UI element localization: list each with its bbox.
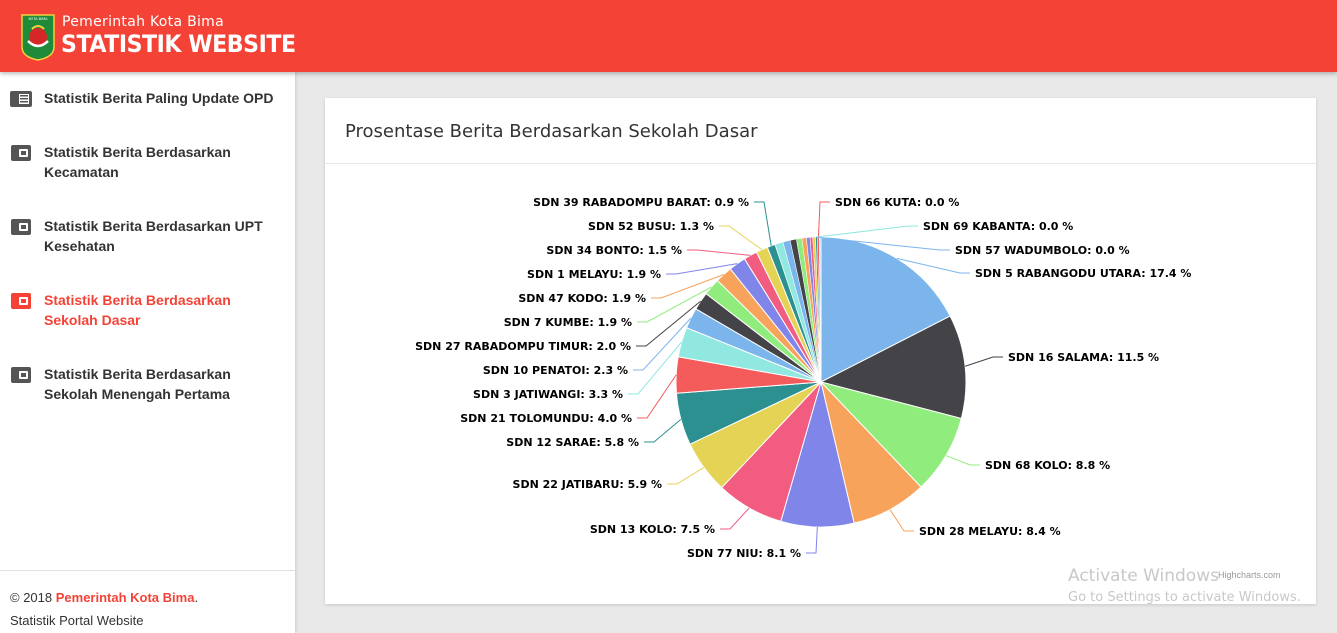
data-label: SDN 28 MELAYU: 8.4 % [919, 525, 1061, 538]
label-connector [754, 201, 772, 246]
data-label: SDN 68 KOLO: 8.8 % [985, 459, 1110, 472]
wallet-icon [11, 145, 31, 161]
label-connector [651, 274, 724, 299]
label-connector [628, 341, 683, 395]
label-connector [964, 356, 1003, 367]
data-label: SDN 10 PENATOI: 2.3 % [483, 364, 628, 377]
label-connector [945, 455, 980, 466]
data-label: SDN 5 RABANGODU UTARA: 17.4 % [975, 267, 1191, 280]
label-connector [720, 507, 750, 530]
sidebar-item-update-opd[interactable]: Statistik Berita Paling Update OPD [0, 88, 295, 112]
data-label: SDN 52 BUSU: 1.3 % [588, 220, 714, 233]
wallet-icon [11, 367, 31, 383]
sidebar-item-label: Statistik Berita Berdasarkan Sekolah Das… [44, 292, 231, 328]
pie-chart-container: SDN 5 RABANGODU UTARA: 17.4 % SDN 16 SALA… [325, 165, 1316, 604]
watermark-line2: Go to Settings to activate Windows. [1068, 590, 1301, 605]
label-connector [815, 236, 950, 251]
label-connector [817, 225, 918, 238]
label-connector [636, 300, 701, 347]
data-label: SDN 47 KODO: 1.9 % [518, 292, 646, 305]
sidebar: Statistik Berita Paling Update OPD Stati… [0, 72, 295, 633]
sidebar-footer: © 2018 Pemerintah Kota Bima. Statistik P… [0, 570, 295, 633]
data-label: SDN 34 BONTO: 1.5 % [546, 244, 682, 257]
newspaper-icon [10, 91, 32, 107]
highcharts-credits[interactable]: Highcharts.com [1218, 570, 1281, 580]
chart-card: Prosentase Berita Berdasarkan Sekolah Da… [325, 98, 1316, 604]
label-connector [719, 225, 763, 251]
kota-bima-logo-icon[interactable]: KOTA BIMA [20, 11, 56, 61]
label-connector [633, 317, 692, 371]
sidebar-item-label: Statistik Berita Berdasarkan Kecamatan [44, 144, 231, 180]
data-label: SDN 16 SALAMA: 11.5 % [1008, 351, 1159, 364]
label-connector [896, 257, 970, 274]
header-subtitle: Pemerintah Kota Bima [62, 14, 224, 30]
pie-slice[interactable] [819, 315, 967, 420]
watermark-line1: Activate Windows [1068, 566, 1219, 586]
wallet-icon [11, 293, 31, 309]
copyright-line: © 2018 Pemerintah Kota Bima. [10, 586, 285, 609]
data-label: SDN 39 RABADOMPU BARAT: 0.9 % [533, 196, 749, 209]
label-connector [817, 201, 830, 238]
header-title: STATISTIK WEBSITE [61, 30, 296, 58]
sidebar-item-kecamatan[interactable]: Statistik Berita Berdasarkan Kecamatan [0, 142, 295, 186]
label-connector [637, 374, 677, 419]
windows-activation-watermark: Activate Windows Go to Settings to activ… [1068, 566, 1301, 605]
app-header: KOTA BIMA Pemerintah Kota Bima STATISTIK… [0, 0, 1337, 72]
sidebar-item-upt-kesehatan[interactable]: Statistik Berita Berdasarkan UPT Kesehat… [0, 216, 295, 260]
org-link[interactable]: Pemerintah Kota Bima [55, 590, 195, 605]
label-connectors [628, 201, 1003, 554]
pie-slice[interactable] [819, 381, 962, 488]
logo-text: KOTA BIMA [28, 17, 48, 21]
sidebar-item-smp[interactable]: Statistik Berita Berdasarkan Sekolah Men… [0, 364, 295, 408]
data-label: SDN 13 KOLO: 7.5 % [590, 523, 715, 536]
data-label: SDN 22 JATIBARU: 5.9 % [513, 478, 662, 491]
copyright-period: . [194, 590, 199, 605]
label-connector [667, 466, 705, 485]
data-label: SDN 3 JATIWANGI: 3.3 % [473, 388, 623, 401]
sidebar-item-label: Statistik Berita Paling Update OPD [44, 90, 274, 106]
label-connector [644, 418, 682, 443]
pie-slice[interactable] [820, 236, 951, 383]
label-connector [806, 526, 818, 554]
data-labels: SDN 5 RABANGODU UTARA: 17.4 % SDN 16 SALA… [415, 196, 1191, 560]
card-header: Prosentase Berita Berdasarkan Sekolah Da… [325, 98, 1316, 164]
data-label: SDN 77 NIU: 8.1 % [687, 547, 801, 560]
sidebar-item-label: Statistik Berita Berdasarkan UPT Kesehat… [44, 218, 263, 254]
label-connector [687, 249, 751, 256]
label-connector [637, 286, 712, 323]
footer-subtitle: Statistik Portal Website [10, 613, 144, 628]
data-label: SDN 7 KUMBE: 1.9 % [504, 316, 632, 329]
data-label: SDN 69 KABANTA: 0.0 % [923, 220, 1073, 233]
pie-chart[interactable]: SDN 5 RABANGODU UTARA: 17.4 % SDN 16 SALA… [325, 165, 1316, 604]
label-connector [889, 509, 914, 532]
card-title: Prosentase Berita Berdasarkan Sekolah Da… [345, 121, 758, 142]
label-connector [666, 263, 738, 275]
data-label: SDN 27 RABADOMPU TIMUR: 2.0 % [415, 340, 631, 353]
data-label: SDN 57 WADUMBOLO: 0.0 % [955, 244, 1130, 257]
data-label: SDN 21 TOLOMUNDU: 4.0 % [460, 412, 632, 425]
pie-slices [675, 236, 967, 528]
data-label: SDN 1 MELAYU: 1.9 % [527, 268, 661, 281]
data-label: SDN 66 KUTA: 0.0 % [835, 196, 959, 209]
sidebar-item-sekolah-dasar[interactable]: Statistik Berita Berdasarkan Sekolah Das… [0, 290, 295, 334]
wallet-icon [11, 219, 31, 235]
data-label: SDN 12 SARAE: 5.8 % [506, 436, 639, 449]
copyright-text: © 2018 [10, 590, 56, 605]
sidebar-item-label: Statistik Berita Berdasarkan Sekolah Men… [44, 366, 231, 402]
